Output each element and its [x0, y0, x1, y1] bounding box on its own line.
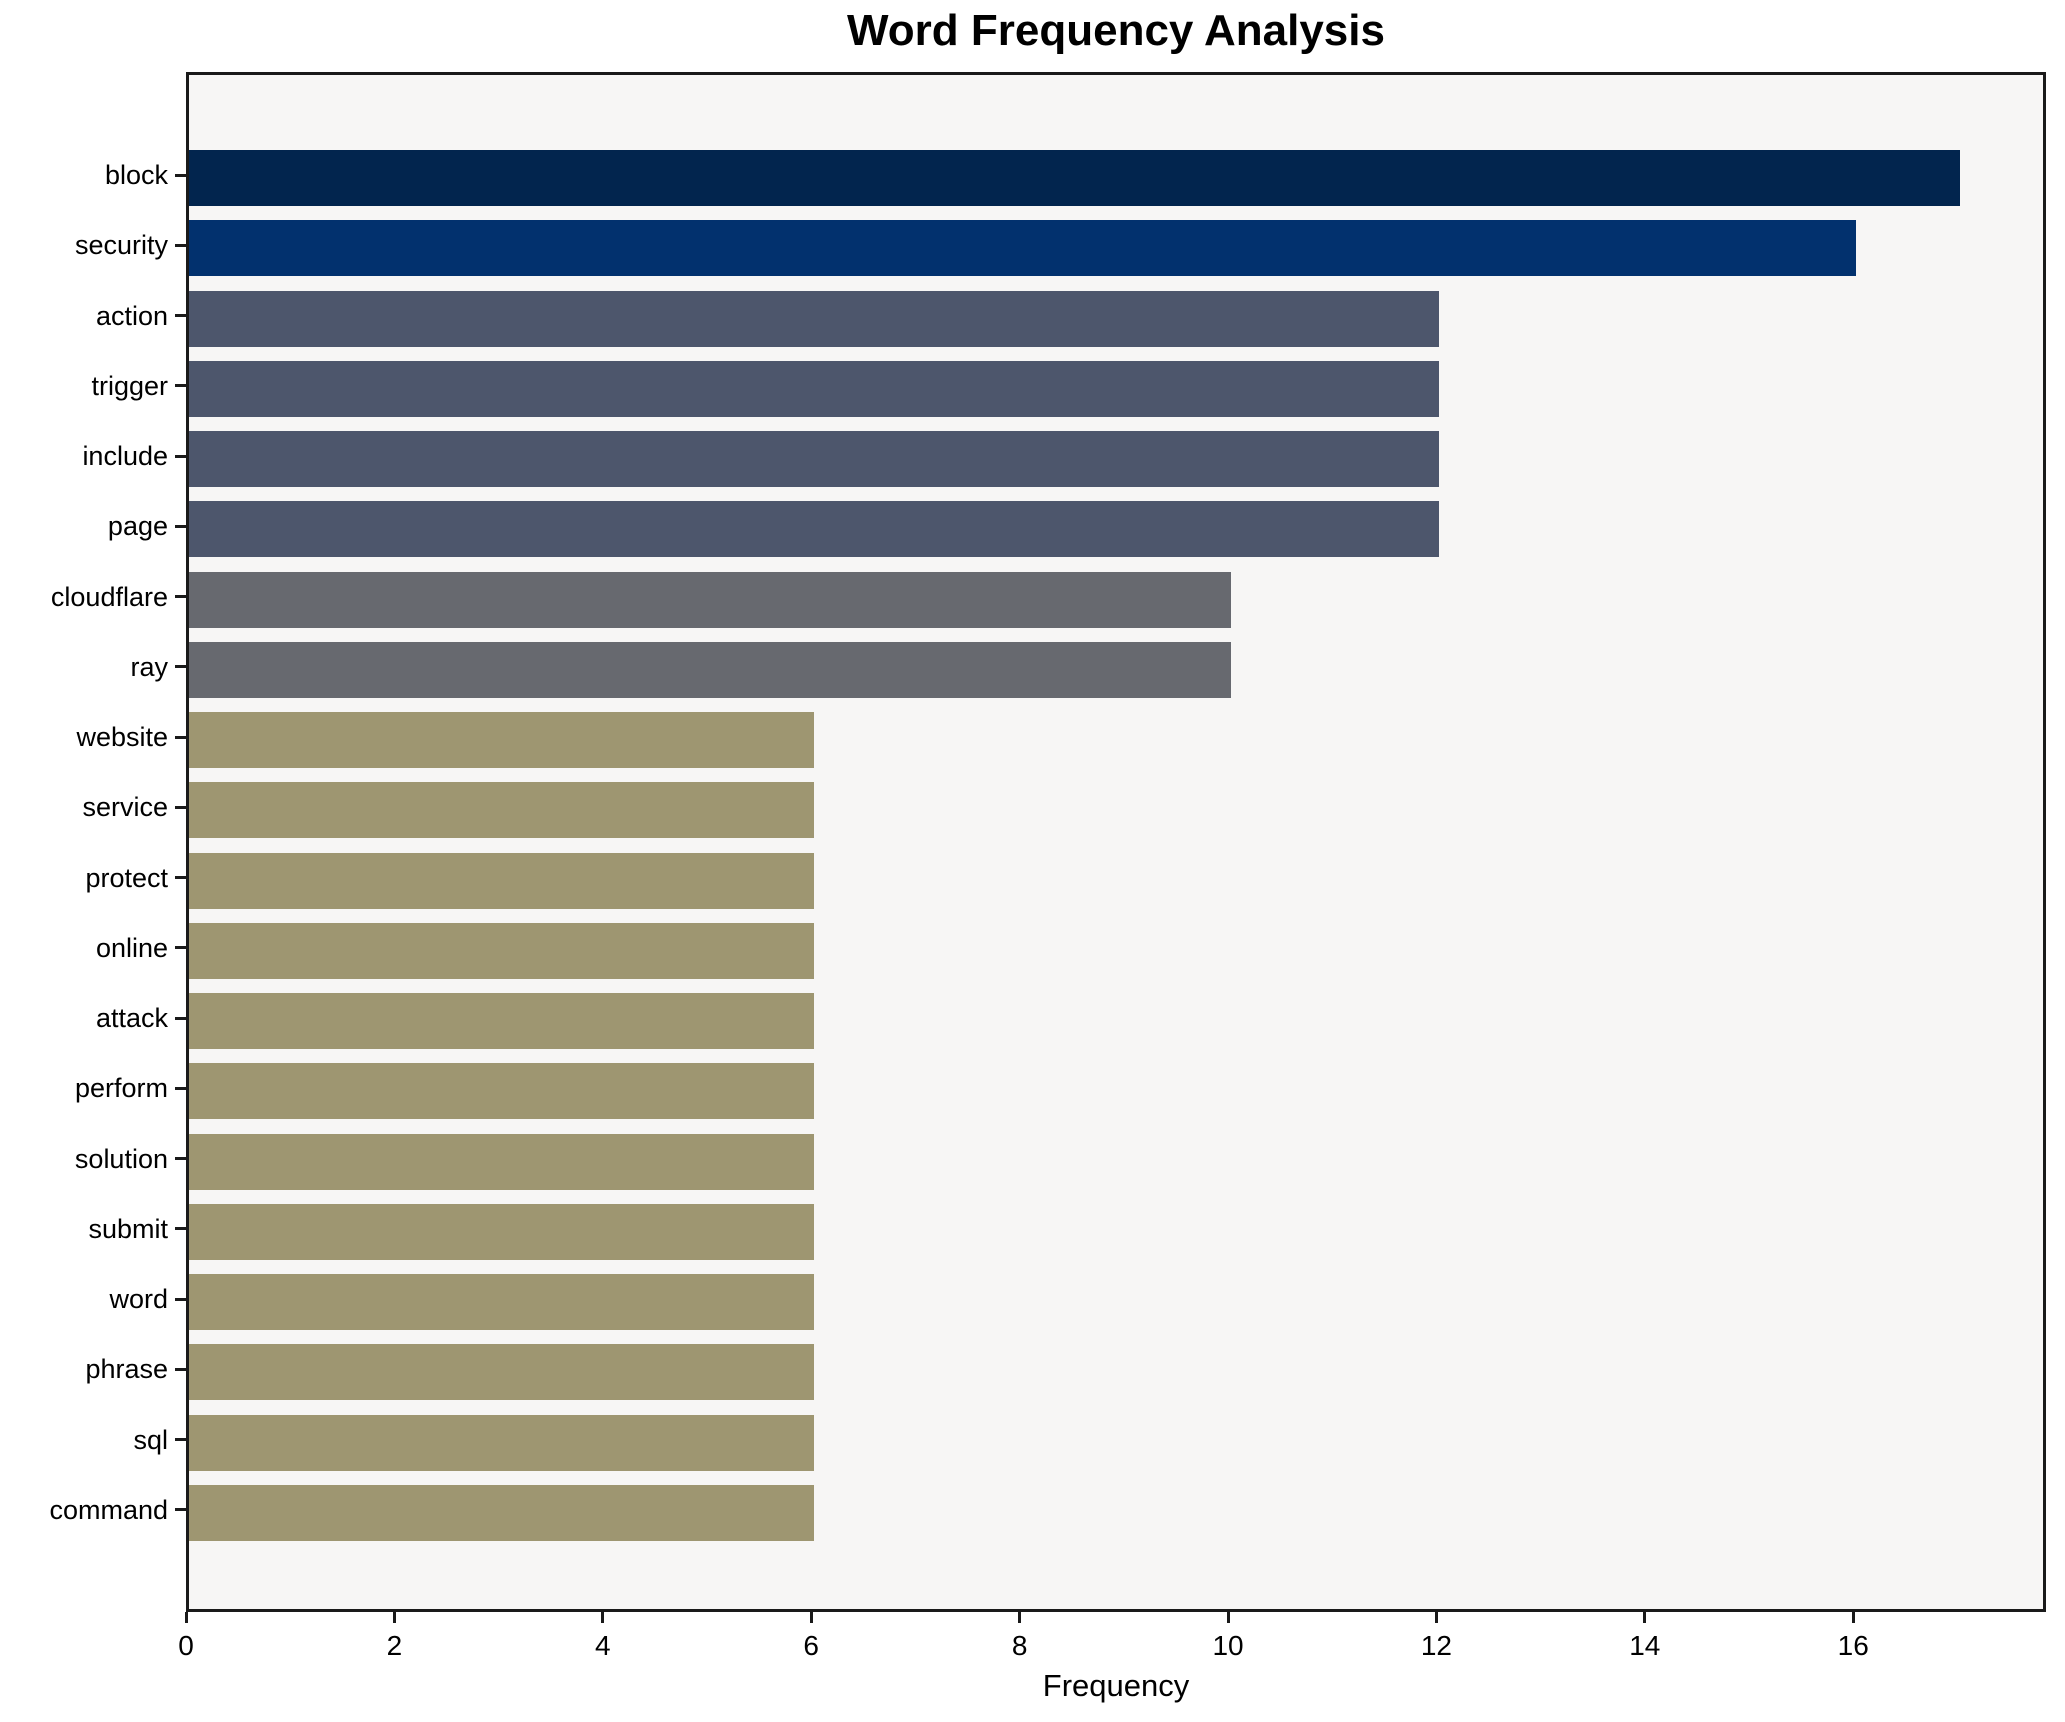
x-axis-title: Frequency — [1042, 1668, 1190, 1703]
y-tick-mark — [175, 1086, 186, 1090]
y-tick-label-command: command — [49, 1494, 168, 1525]
bar-include — [189, 431, 1440, 488]
bar-block — [189, 150, 1961, 207]
y-tick-label-security: security — [74, 230, 168, 261]
chart-title: Word Frequency Analysis — [847, 6, 1385, 55]
y-tick-mark — [175, 1016, 186, 1020]
y-tick-mark — [175, 595, 186, 599]
y-tick-label-trigger: trigger — [91, 370, 168, 401]
y-tick-label-protect: protect — [85, 862, 168, 893]
y-tick-label-include: include — [82, 441, 168, 472]
bar-trigger — [189, 360, 1440, 417]
y-tick-label-sql: sql — [133, 1424, 168, 1455]
bar-online — [189, 922, 815, 979]
bar-word — [189, 1274, 815, 1331]
bar-submit — [189, 1203, 815, 1260]
bar-sql — [189, 1414, 815, 1471]
y-tick-label-ray: ray — [130, 651, 168, 682]
x-tick-mark — [1434, 1612, 1438, 1623]
bar-command — [189, 1484, 815, 1541]
x-tick-label-2: 2 — [386, 1630, 403, 1661]
bar-attack — [189, 993, 815, 1050]
y-tick-mark — [175, 946, 186, 950]
x-tick-label-8: 8 — [1011, 1630, 1028, 1661]
y-tick-label-submit: submit — [88, 1213, 168, 1244]
y-tick-mark — [175, 173, 186, 177]
x-tick-mark — [809, 1612, 813, 1623]
y-tick-mark — [175, 1157, 186, 1161]
y-tick-mark — [175, 1367, 186, 1371]
y-tick-mark — [175, 243, 186, 247]
y-tick-mark — [175, 665, 186, 669]
y-tick-label-perform: perform — [74, 1073, 168, 1104]
bar-service — [189, 782, 815, 839]
y-tick-mark — [175, 1438, 186, 1442]
y-tick-mark — [175, 1227, 186, 1231]
bar-action — [189, 290, 1440, 347]
y-tick-label-solution: solution — [74, 1143, 168, 1174]
y-tick-label-online: online — [95, 932, 168, 963]
y-tick-mark — [175, 1508, 186, 1512]
x-tick-label-0: 0 — [178, 1630, 194, 1661]
y-tick-mark — [175, 735, 186, 739]
y-tick-mark — [175, 314, 186, 318]
bar-phrase — [189, 1344, 815, 1401]
y-tick-label-attack: attack — [95, 1003, 168, 1034]
bar-ray — [189, 641, 1232, 698]
x-tick-mark — [184, 1612, 188, 1623]
bar-protect — [189, 852, 815, 909]
x-tick-mark — [1018, 1612, 1022, 1623]
bar-security — [189, 220, 1857, 277]
plot-area — [186, 72, 2046, 1612]
y-tick-mark — [175, 1297, 186, 1301]
y-tick-label-page: page — [107, 511, 168, 542]
x-tick-mark — [392, 1612, 396, 1623]
y-tick-label-cloudflare: cloudflare — [50, 581, 168, 612]
y-tick-label-website: website — [76, 722, 168, 753]
x-tick-label-4: 4 — [595, 1630, 611, 1661]
bar-solution — [189, 1133, 815, 1190]
y-tick-label-word: word — [109, 1284, 168, 1315]
x-tick-label-10: 10 — [1212, 1630, 1244, 1661]
bar-cloudflare — [189, 571, 1232, 628]
y-tick-label-service: service — [82, 792, 168, 823]
y-tick-mark — [175, 805, 186, 809]
x-tick-mark — [1851, 1612, 1855, 1623]
y-tick-mark — [175, 384, 186, 388]
y-tick-label-action: action — [95, 300, 168, 331]
y-tick-label-phrase: phrase — [85, 1354, 168, 1385]
y-tick-mark — [175, 876, 186, 880]
y-tick-mark — [175, 454, 186, 458]
x-tick-mark — [601, 1612, 605, 1623]
x-tick-label-14: 14 — [1629, 1630, 1661, 1661]
x-tick-label-12: 12 — [1420, 1630, 1452, 1661]
x-tick-mark — [1643, 1612, 1647, 1623]
bar-page — [189, 501, 1440, 558]
x-tick-mark — [1226, 1612, 1230, 1623]
y-tick-mark — [175, 524, 186, 528]
x-tick-label-6: 6 — [803, 1630, 819, 1661]
y-tick-label-block: block — [104, 160, 168, 191]
bar-website — [189, 712, 815, 769]
x-tick-label-16: 16 — [1837, 1630, 1869, 1661]
bar-perform — [189, 1063, 815, 1120]
